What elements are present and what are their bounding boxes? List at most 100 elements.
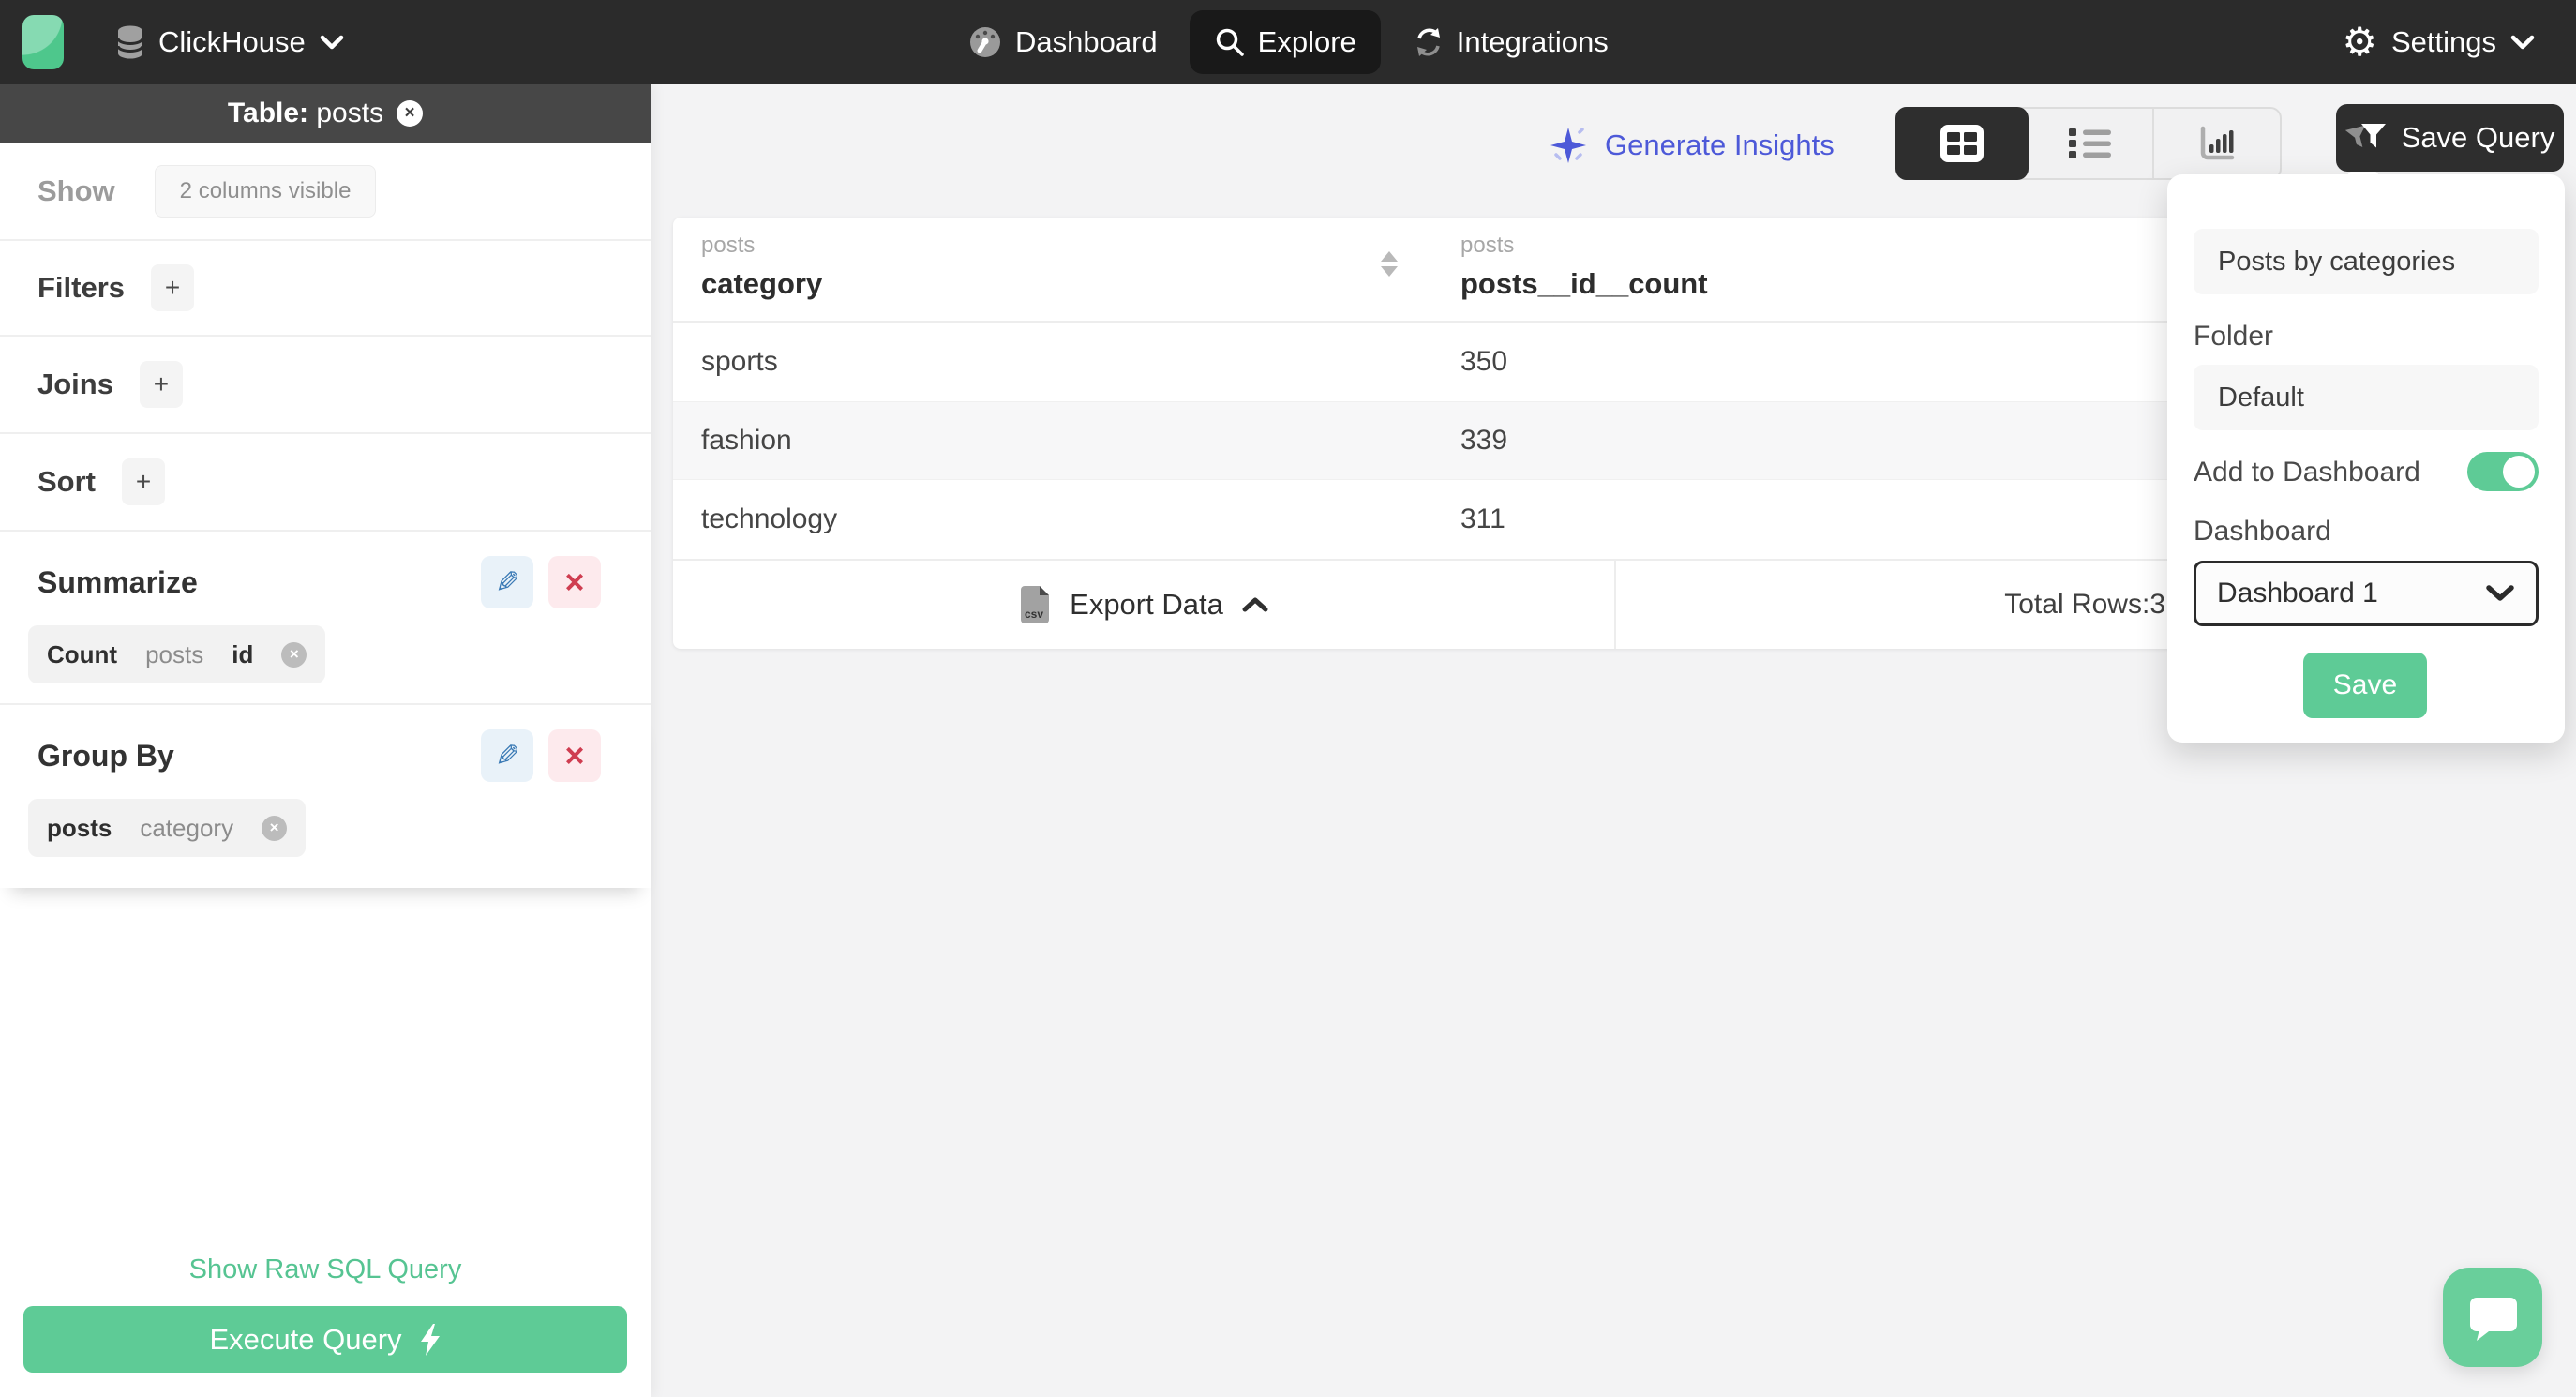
main-nav: Dashboard Explore xyxy=(958,0,1618,84)
add-join-button[interactable]: + xyxy=(139,361,183,408)
chip-table: posts xyxy=(47,813,112,842)
sync-icon xyxy=(1413,26,1445,58)
lightning-icon xyxy=(419,1323,442,1356)
execute-query-button[interactable]: Execute Query xyxy=(23,1306,627,1373)
edit-summarize-button[interactable]: ✎ xyxy=(481,556,533,608)
navbar: ClickHouse Dashboard xyxy=(0,0,2576,84)
delete-group-by-button[interactable]: × xyxy=(548,729,601,782)
sort-label: Sort xyxy=(37,465,96,498)
main-content: Generate Insights xyxy=(651,84,2576,1397)
cell-category: sports xyxy=(701,346,778,377)
tab-dashboard[interactable]: Dashboard xyxy=(958,10,1167,74)
table-header-bar: Table: posts × xyxy=(0,84,651,143)
execute-query-label: Execute Query xyxy=(209,1322,402,1356)
chevron-down-icon xyxy=(320,35,344,51)
chevron-down-icon xyxy=(2510,35,2535,51)
chevron-up-icon xyxy=(1242,596,1268,613)
delete-summarize-button[interactable]: × xyxy=(548,556,601,608)
columns-visible-chip[interactable]: 2 columns visible xyxy=(154,164,377,218)
pencil-icon: ✎ xyxy=(494,739,520,773)
total-rows-value: 3 xyxy=(2149,589,2165,620)
summarize-section: Summarize ✎ × Count posts id × xyxy=(0,532,651,705)
gauge-icon xyxy=(967,24,1003,60)
table-row: sports 350 xyxy=(673,323,2231,401)
chip-table: posts xyxy=(145,639,204,668)
dashboard-select-value: Dashboard 1 xyxy=(2217,578,2378,608)
tab-label: Explore xyxy=(1257,25,1356,58)
database-icon xyxy=(116,24,144,60)
total-rows: Total Rows: 3 xyxy=(1616,561,2231,649)
cell-category: technology xyxy=(701,503,838,534)
view-list-button[interactable] xyxy=(2027,109,2152,178)
folder-label: Folder xyxy=(2194,321,2274,352)
sparkle-icon xyxy=(1549,126,1588,165)
show-raw-sql-link[interactable]: Show Raw SQL Query xyxy=(188,1254,462,1284)
cell-count: 339 xyxy=(1460,425,1508,456)
query-name-input[interactable]: Posts by categories xyxy=(2194,229,2539,294)
filters-label: Filters xyxy=(37,271,126,304)
remove-summarize-chip-button[interactable]: × xyxy=(281,641,307,668)
tab-label: Integrations xyxy=(1456,25,1609,58)
column-header-count[interactable]: posts posts__id__count xyxy=(1460,233,1708,301)
database-selector[interactable]: ClickHouse xyxy=(116,0,344,84)
dashboard-label: Dashboard xyxy=(2194,516,2331,547)
joins-label: Joins xyxy=(37,368,113,400)
column-header-category[interactable]: posts category xyxy=(701,233,822,301)
show-section: Show 2 columns visible xyxy=(0,143,651,241)
tab-integrations[interactable]: Integrations xyxy=(1403,10,1618,74)
table-name: posts xyxy=(316,98,384,128)
group-by-section: Group By ✎ × posts category × xyxy=(0,705,651,888)
remove-group-by-chip-button[interactable]: × xyxy=(262,815,288,841)
total-rows-label: Total Rows: xyxy=(2004,589,2150,620)
chevron-down-icon xyxy=(2485,584,2515,603)
summarize-title: Summarize xyxy=(37,564,198,599)
save-query-popover: Posts by categories Folder Default Add t… xyxy=(2167,174,2565,743)
chat-widget-button[interactable] xyxy=(2443,1268,2542,1367)
joins-section: Joins + xyxy=(0,337,651,434)
table-footer: csv Export Data Total Rows: 3 xyxy=(673,559,2231,649)
results-table-card: posts category posts posts__id__count sp… xyxy=(673,218,2231,649)
export-data-label: Export Data xyxy=(1070,588,1223,621)
remove-table-button[interactable]: × xyxy=(397,100,424,127)
table-row: fashion 339 xyxy=(673,401,2231,480)
view-chart-button[interactable] xyxy=(2152,109,2280,178)
search-icon xyxy=(1214,26,1246,58)
cell-count: 311 xyxy=(1460,503,1505,534)
sort-section: Sort + xyxy=(0,434,651,532)
group-by-chip: posts category × xyxy=(28,799,307,857)
generate-insights-button[interactable]: Generate Insights xyxy=(1549,126,1835,165)
close-icon: × xyxy=(564,563,585,601)
close-icon: × xyxy=(564,736,585,774)
summarize-chip: Count posts id × xyxy=(28,625,326,683)
chip-column: id xyxy=(232,639,254,668)
table-row: technology 311 xyxy=(673,480,2231,559)
add-sort-button[interactable]: + xyxy=(122,458,165,505)
table-header-row: posts category posts posts__id__count xyxy=(673,218,2231,323)
svg-text:csv: csv xyxy=(1025,608,1043,621)
folder-input[interactable]: Default xyxy=(2194,365,2539,430)
view-table-button[interactable] xyxy=(1895,107,2029,180)
add-to-dashboard-toggle[interactable] xyxy=(2467,452,2539,491)
brand-label: ClickHouse xyxy=(158,25,306,58)
save-query-button[interactable]: Save Query xyxy=(2336,104,2564,172)
dashboard-select[interactable]: Dashboard 1 xyxy=(2194,561,2539,626)
column-group-label: posts xyxy=(1460,233,1515,258)
export-data-button[interactable]: csv Export Data xyxy=(673,561,1616,649)
column-name-label: posts__id__count xyxy=(1460,267,1708,300)
pencil-icon: ✎ xyxy=(494,565,520,599)
settings-label: Settings xyxy=(2390,25,2496,58)
cell-count: 350 xyxy=(1460,346,1508,377)
settings-menu[interactable]: ⚙ Settings xyxy=(2342,0,2535,84)
cell-category: fashion xyxy=(701,425,792,456)
group-by-title: Group By xyxy=(37,738,174,773)
sort-icon[interactable] xyxy=(1381,251,1398,277)
view-toggle-group xyxy=(1895,107,2282,180)
app-logo xyxy=(22,15,64,69)
show-label: Show xyxy=(37,173,115,207)
save-button[interactable]: Save xyxy=(2303,653,2427,718)
edit-group-by-button[interactable]: ✎ xyxy=(481,729,533,782)
tab-explore[interactable]: Explore xyxy=(1189,10,1381,74)
add-filter-button[interactable]: + xyxy=(151,264,195,311)
table-prefix: Table: xyxy=(227,98,309,128)
